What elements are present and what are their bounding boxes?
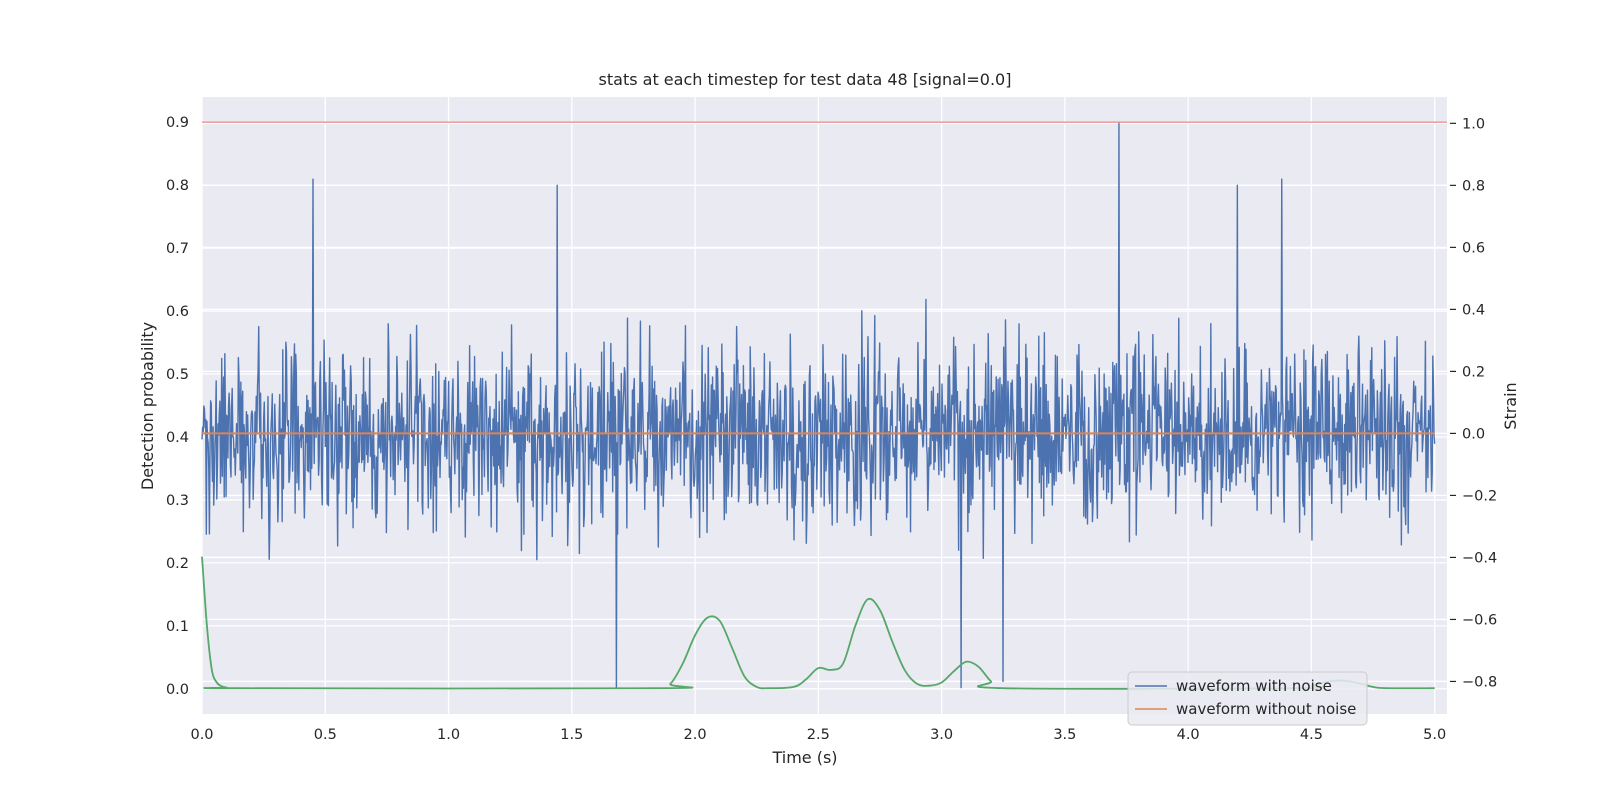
y-left-tick-label: 0.7 (166, 241, 189, 257)
y-right-tick-label: 0.4 (1462, 302, 1485, 318)
x-tick-label: 4.0 (1177, 727, 1200, 743)
x-tick-label: 5.0 (1423, 727, 1446, 743)
legend-label-waveform-with-noise: waveform with noise (1176, 677, 1332, 695)
chart-title: stats at each timestep for test data 48 … (599, 70, 1012, 89)
legend-box (1127, 671, 1368, 726)
y-right-tick-label: −0.6 (1462, 612, 1497, 628)
y-left-tick-label: 0.1 (166, 619, 189, 635)
x-tick-label: 2.0 (684, 727, 707, 743)
y-left-tick-label: 0.5 (166, 367, 189, 383)
x-tick-label: 2.5 (807, 727, 830, 743)
x-tick-label: 3.0 (930, 727, 953, 743)
x-tick-label: 1.5 (560, 727, 583, 743)
x-tick-label: 3.5 (1053, 727, 1076, 743)
y-left-tick-label: 0.3 (166, 493, 189, 509)
x-tick-label: 0.0 (190, 727, 213, 743)
y-right-tick-label: 1.0 (1462, 116, 1485, 132)
y-right-tick-label: −0.8 (1462, 674, 1497, 690)
y-right-tick-label: 0.8 (1462, 178, 1485, 194)
x-axis-label: Time (s) (771, 748, 837, 767)
x-tick-label: 4.5 (1300, 727, 1323, 743)
axes: 0.0 0.5 1.0 1.5 2.0 2.5 3.0 3.5 4.0 4.5 5.0 0.0 0.1 0… (166, 115, 1497, 743)
y-right-tick-label: 0.2 (1462, 364, 1485, 380)
y-axis-left-label: Detection probability (138, 322, 157, 490)
y-right-tick-label: −0.4 (1462, 550, 1497, 566)
y-left-tick-label: 0.6 (166, 304, 189, 320)
legend-label-waveform-without-noise: waveform without noise (1176, 700, 1356, 718)
y-axis-right-label: Strain (1501, 382, 1520, 429)
series-waveform-with-noise (201, 122, 1436, 689)
x-tick-label: 1.0 (437, 727, 460, 743)
y-left-tick-label: 0.4 (166, 430, 189, 446)
y-right-tick-label: 0.0 (1462, 426, 1485, 442)
x-tick-label: 0.5 (314, 727, 337, 743)
y-left-tick-label: 0.2 (166, 556, 189, 572)
legend: waveform with noise waveform without noi… (1127, 671, 1368, 726)
y-right-tick-label: 0.6 (1462, 240, 1485, 256)
y-left-tick-label: 0.9 (166, 115, 189, 131)
y-right-tick-label: −0.2 (1462, 488, 1497, 504)
y-left-tick-label: 0.8 (166, 178, 189, 194)
y-left-tick-label: 0.0 (166, 682, 189, 698)
